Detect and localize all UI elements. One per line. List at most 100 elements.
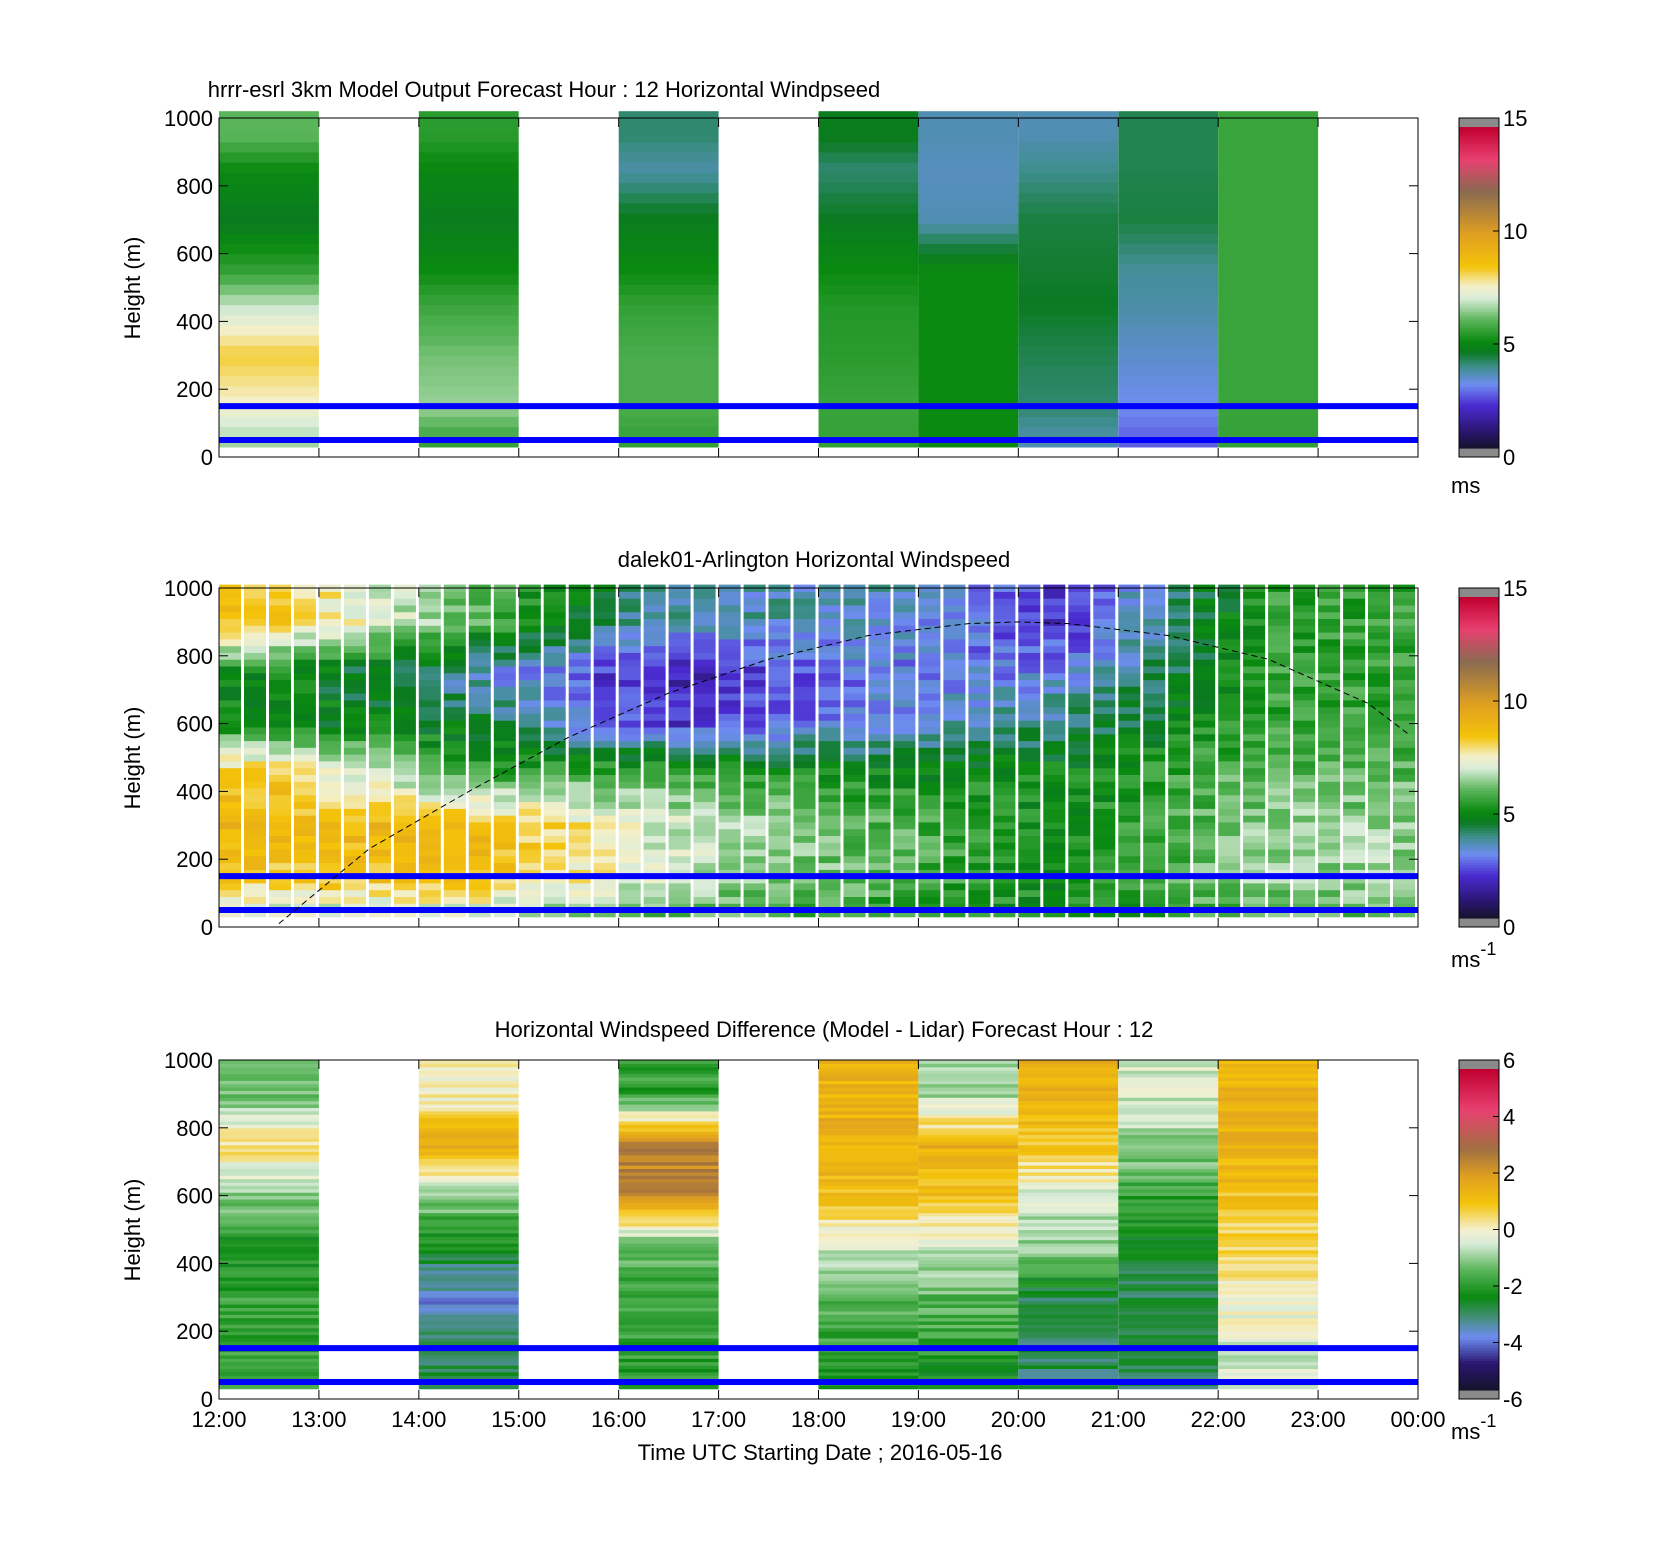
lidar-cell <box>1093 733 1116 742</box>
lidar-cell <box>643 821 666 830</box>
colorbar-segment <box>1459 1285 1499 1289</box>
lidar-cell <box>618 910 641 918</box>
lidar-cell <box>943 727 966 735</box>
lidar-cell <box>968 781 991 789</box>
model-cell <box>418 345 519 356</box>
lidar-cell <box>843 896 866 904</box>
lidar-cell <box>1118 699 1141 708</box>
lidar-cell <box>1243 849 1266 857</box>
difference-cell <box>1018 1100 1119 1105</box>
difference-cell <box>918 1199 1019 1203</box>
lidar-cell <box>1343 855 1366 864</box>
lidar-cell <box>393 632 416 640</box>
lidar-cell <box>468 679 491 687</box>
model-cell <box>1118 406 1219 417</box>
lidar-cell <box>668 693 691 701</box>
lidar-cell <box>443 821 466 830</box>
lidar-cell <box>1093 618 1116 626</box>
difference-cell <box>918 1154 1019 1159</box>
lidar-cell <box>593 801 616 809</box>
lidar-cell <box>1093 699 1116 708</box>
lidar-cell <box>1268 774 1291 782</box>
boundary-layer-curve <box>278 621 1409 924</box>
lidar-cell <box>293 699 316 708</box>
lidar-cell <box>1318 774 1341 782</box>
lidar-cell <box>968 910 991 918</box>
lidar-cell <box>693 672 716 681</box>
lidar-cell <box>1193 889 1216 897</box>
model-cell <box>219 294 319 306</box>
lidar-cell <box>318 821 341 830</box>
lidar-cell <box>493 740 516 748</box>
lidar-cell <box>1043 699 1066 708</box>
model-cell <box>1018 385 1119 397</box>
lidar-cell <box>1193 849 1216 857</box>
model-cell <box>1218 202 1319 214</box>
lidar-cell <box>793 727 816 735</box>
lidar-cell <box>993 605 1016 613</box>
lidar-cell <box>943 774 966 782</box>
lidar-cell <box>343 672 366 681</box>
lidar-cell <box>1368 699 1390 708</box>
difference-cell <box>1118 1151 1219 1156</box>
difference-cell <box>1018 1307 1119 1312</box>
lidar-cell <box>293 788 316 796</box>
lidar-cell <box>568 632 591 640</box>
difference-cell <box>918 1060 1019 1064</box>
lidar-cell <box>493 591 516 599</box>
lidar-cell <box>1118 788 1141 796</box>
lidar-cell <box>1043 754 1066 762</box>
colorbar-segment <box>1459 1085 1499 1089</box>
lidar-cell <box>943 910 966 918</box>
lidar-cell <box>418 910 441 918</box>
colorbar-tick-label: 0 <box>1503 915 1515 940</box>
lidar-cell <box>244 876 266 884</box>
lidar-cell <box>868 767 891 775</box>
lidar-cell <box>1193 754 1216 762</box>
colorbar-segment <box>1459 1127 1499 1132</box>
difference-cell <box>618 1229 719 1234</box>
difference-cell <box>1118 1297 1219 1302</box>
model-cell <box>418 335 519 346</box>
difference-cell <box>1018 1138 1119 1142</box>
colorbar-segment <box>1459 1320 1499 1324</box>
lidar-cell <box>1218 618 1241 626</box>
colorbar-segment <box>1459 888 1499 892</box>
lidar-cell <box>219 740 241 748</box>
colorbar-segment <box>1459 405 1499 409</box>
lidar-cell <box>1043 767 1066 775</box>
lidar-cell <box>768 666 791 674</box>
difference-cell <box>618 1270 719 1275</box>
lidar-cell <box>418 638 441 647</box>
model-cell <box>1018 223 1119 234</box>
lidar-cell <box>493 910 516 918</box>
colorbar-segment <box>1459 741 1499 745</box>
lidar-cell <box>843 815 866 823</box>
lidar-cell <box>918 828 941 836</box>
lidar-cell <box>918 876 941 884</box>
lidar-cell <box>1268 605 1291 613</box>
lidar-cell <box>443 808 466 816</box>
lidar-cell <box>543 882 566 891</box>
lidar-cell <box>244 781 266 789</box>
lidar-cell <box>468 788 491 796</box>
lidar-cell <box>1368 889 1390 897</box>
lidar-cell <box>993 903 1016 911</box>
lidar-cell <box>1043 618 1066 626</box>
lidar-cell <box>518 638 541 647</box>
difference-cell <box>918 1280 1019 1285</box>
lidar-cell <box>343 686 366 694</box>
colorbar-segment <box>1459 135 1499 139</box>
model-cell <box>1218 212 1319 224</box>
lidar-cell <box>968 618 991 626</box>
difference-cell <box>1118 1331 1219 1336</box>
lidar-cell <box>1393 896 1415 904</box>
model-cell <box>1218 294 1319 306</box>
colorbar-segment <box>1459 180 1499 184</box>
lidar-cell <box>1118 679 1141 687</box>
difference-cell <box>1118 1280 1219 1285</box>
lidar-cell <box>318 889 341 897</box>
difference-cell <box>918 1239 1019 1244</box>
lidar-cell <box>518 720 541 728</box>
lidar-cell <box>593 808 616 816</box>
